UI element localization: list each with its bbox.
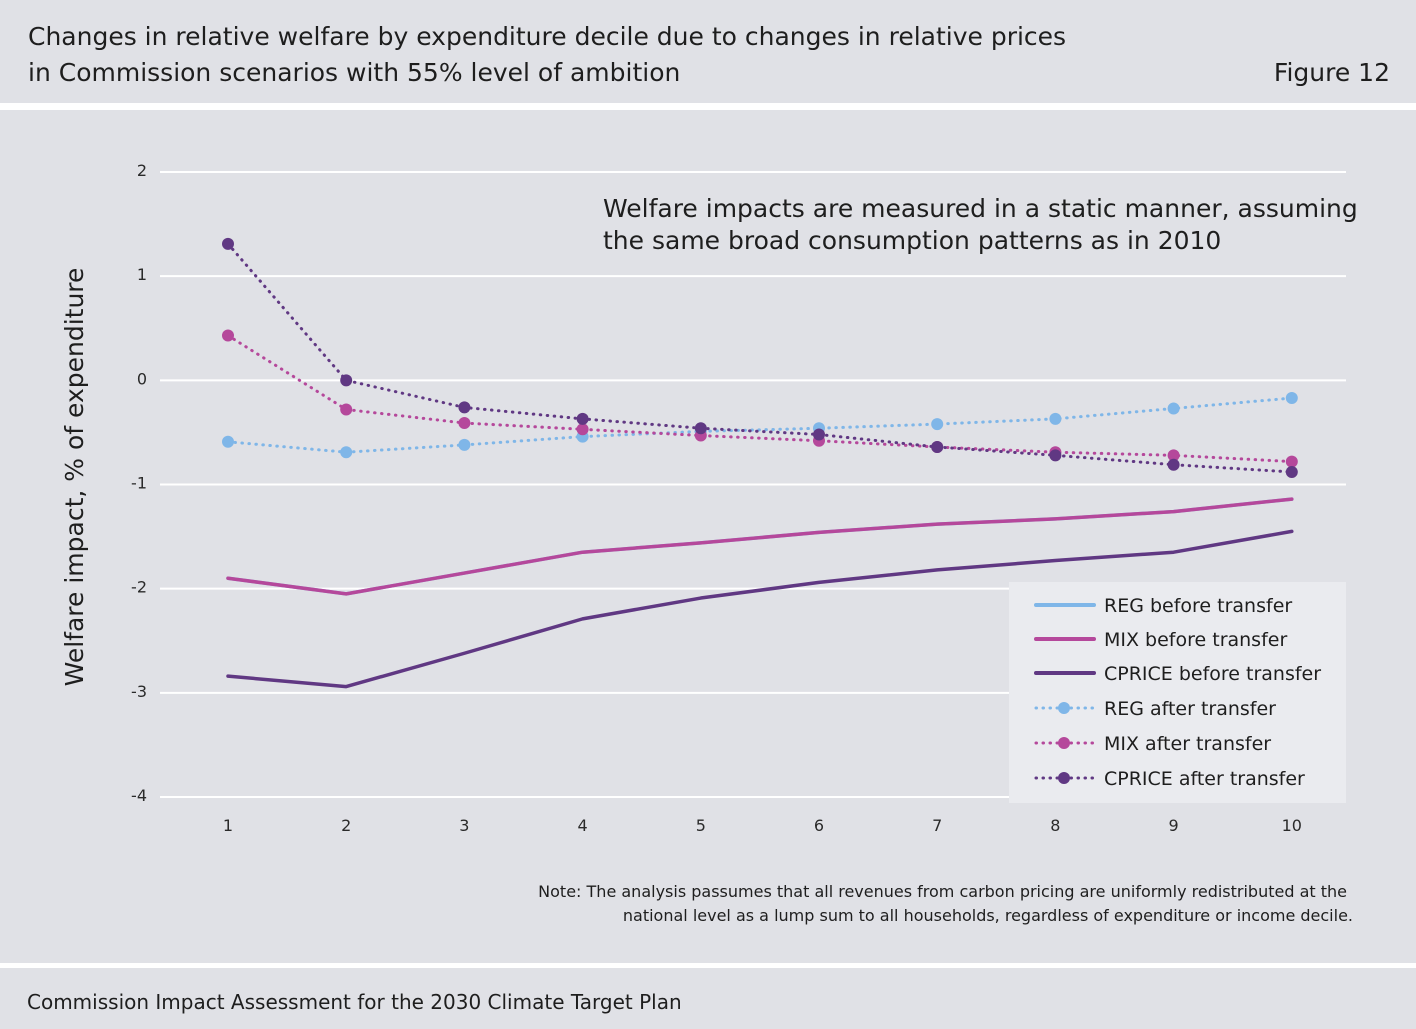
data-point: [1049, 412, 1062, 425]
chart-title-line-2: in Commission scenarios with 55% level o…: [28, 58, 681, 87]
y-tick-label: -4: [131, 786, 147, 805]
y-axis-label: Welfare impact, % of expenditure: [60, 268, 89, 687]
x-tick-label: 9: [1169, 816, 1179, 835]
data-point: [1285, 392, 1298, 405]
y-tick-label: -1: [131, 474, 147, 493]
series-cprice-after-transfer: [222, 237, 1298, 478]
data-point: [458, 438, 471, 451]
legend-label: CPRICE before transfer: [1104, 663, 1321, 685]
legend-label: REG after transfer: [1104, 698, 1276, 720]
data-point: [1167, 402, 1180, 415]
series-mix-before-transfer: [226, 497, 1294, 596]
x-tick-label: 7: [932, 816, 942, 835]
data-point: [222, 435, 234, 448]
y-tick-label: 1: [137, 265, 147, 284]
data-point: [1285, 455, 1298, 468]
x-tick-label: 3: [459, 816, 469, 835]
y-tick-label: -3: [131, 682, 147, 701]
legend-label: CPRICE after transfer: [1104, 768, 1305, 790]
y-axis-ticks: 2 1 0 -1 -2 -3 -4: [131, 161, 147, 805]
data-point: [1285, 466, 1298, 478]
note-line-2: national level as a lump sum to all hous…: [623, 906, 1353, 925]
footer: Commission Impact Assessment for the 203…: [0, 968, 1416, 1029]
data-point: [931, 418, 944, 431]
data-point: [340, 446, 353, 459]
legend-box: [1009, 582, 1346, 803]
y-tick-label: 0: [137, 369, 147, 388]
legend-item: MIX before transfer: [1034, 629, 1287, 651]
x-tick-label: 5: [696, 816, 706, 835]
legend-marker: [1058, 702, 1070, 714]
header: Changes in relative welfare by expenditu…: [0, 0, 1416, 103]
series-cprice-before-transfer: [226, 529, 1294, 689]
data-point: [222, 329, 234, 342]
legend-item: CPRICE after transfer: [1034, 768, 1305, 790]
x-tick-label: 2: [341, 816, 351, 835]
data-point: [694, 422, 707, 435]
figure-label: Figure 12: [1273, 58, 1390, 87]
legend-marker: [1058, 737, 1070, 749]
data-point: [813, 428, 825, 441]
legend-item: REG after transfer: [1034, 698, 1276, 720]
series-line: [226, 529, 1294, 689]
note-line-1: Note: The analysis passumes that all rev…: [538, 882, 1347, 901]
data-point: [1049, 449, 1062, 462]
data-point: [458, 417, 471, 430]
data-point: [1167, 449, 1180, 462]
legend-label: REG before transfer: [1104, 595, 1292, 617]
data-point: [458, 401, 471, 414]
x-tick-label: 6: [814, 816, 824, 835]
footer-source: Commission Impact Assessment for the 203…: [27, 990, 682, 1014]
chart-panel: [0, 110, 1416, 963]
series-reg-after-transfer: [222, 392, 1298, 459]
data-point: [576, 412, 589, 425]
annotation-line-2: the same broad consumption patterns as i…: [603, 226, 1221, 255]
data-point: [576, 423, 589, 436]
data-point: [340, 374, 353, 387]
legend-label: MIX before transfer: [1104, 629, 1287, 651]
data-point: [340, 403, 353, 416]
series-layer: [222, 237, 1298, 689]
legend: REG before transfer MIX before transfer CP…: [1034, 595, 1321, 790]
x-tick-label: 10: [1282, 816, 1302, 835]
x-tick-label: 4: [578, 816, 588, 835]
legend-item: CPRICE before transfer: [1034, 663, 1321, 685]
data-point: [1167, 458, 1180, 471]
chart-title-line-1: Changes in relative welfare by expenditu…: [28, 22, 1067, 51]
annotation-line-1: Welfare impacts are measured in a static…: [603, 194, 1358, 223]
y-tick-label: 2: [137, 161, 147, 180]
legend-item: REG before transfer: [1034, 595, 1292, 617]
data-point: [222, 237, 234, 250]
series-line: [226, 396, 1294, 454]
y-tick-label: -2: [131, 578, 147, 597]
series-line: [226, 497, 1294, 596]
x-tick-label: 8: [1050, 816, 1060, 835]
line-chart: 210-1-2-3-4 1 2 3 4 5 6 7 8 9 10 Welfare impact, …: [60, 161, 1358, 925]
legend-marker: [1058, 772, 1070, 784]
data-point: [931, 441, 944, 453]
x-axis-ticks: 1 2 3 4 5 6 7 8 9 10: [223, 816, 1302, 835]
series-mix-after-transfer: [222, 329, 1298, 468]
series-line: [226, 334, 1294, 464]
x-tick-label: 1: [223, 816, 233, 835]
legend-item: MIX after transfer: [1034, 733, 1271, 755]
legend-label: MIX after transfer: [1104, 733, 1271, 755]
